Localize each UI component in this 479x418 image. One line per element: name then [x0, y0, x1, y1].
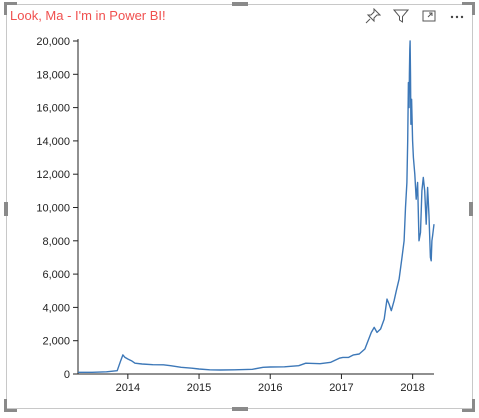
y-tick-label: 16,000	[36, 103, 70, 115]
y-tick-label: 10,000	[36, 203, 70, 215]
y-tick-label: 12,000	[36, 169, 70, 181]
x-tick-label: 2016	[258, 382, 282, 394]
more-options-icon	[450, 15, 464, 19]
y-tick-label: 20,000	[36, 36, 70, 48]
x-tick-label: 2014	[116, 382, 140, 394]
y-tick-label: 14,000	[36, 136, 70, 148]
resize-corner-bottom-right[interactable]	[462, 399, 475, 412]
pin-icon	[365, 8, 381, 24]
resize-handle-left[interactable]	[4, 202, 8, 216]
resize-handle-bottom[interactable]	[232, 407, 248, 411]
pin-visual-button[interactable]	[363, 6, 383, 26]
y-tick-label: 6,000	[42, 269, 70, 281]
y-tick-label: 4,000	[42, 302, 70, 314]
filter-icon	[393, 9, 409, 23]
x-tick-label: 2017	[329, 382, 353, 394]
focus-mode-icon	[422, 10, 436, 22]
focus-mode-button[interactable]	[419, 6, 439, 26]
visual-header-toolbar	[363, 6, 467, 26]
x-tick-label: 2015	[187, 382, 211, 394]
x-tick-label: 2018	[400, 382, 424, 394]
more-options-button[interactable]	[447, 6, 467, 26]
resize-handle-top[interactable]	[232, 2, 248, 6]
resize-corner-bottom-left[interactable]	[4, 399, 17, 412]
y-tick-label: 0	[64, 369, 70, 381]
price-series-line	[78, 40, 435, 373]
resize-corner-top-left[interactable]	[4, 2, 17, 15]
y-tick-label: 18,000	[36, 69, 70, 81]
y-tick-label: 8,000	[42, 236, 70, 248]
visual-title: Look, Ma - I'm in Power BI!	[10, 8, 166, 23]
y-tick-label: 2,000	[42, 336, 70, 348]
resize-handle-right[interactable]	[469, 202, 473, 216]
filter-button[interactable]	[391, 6, 411, 26]
resize-corner-top-right[interactable]	[462, 2, 475, 15]
